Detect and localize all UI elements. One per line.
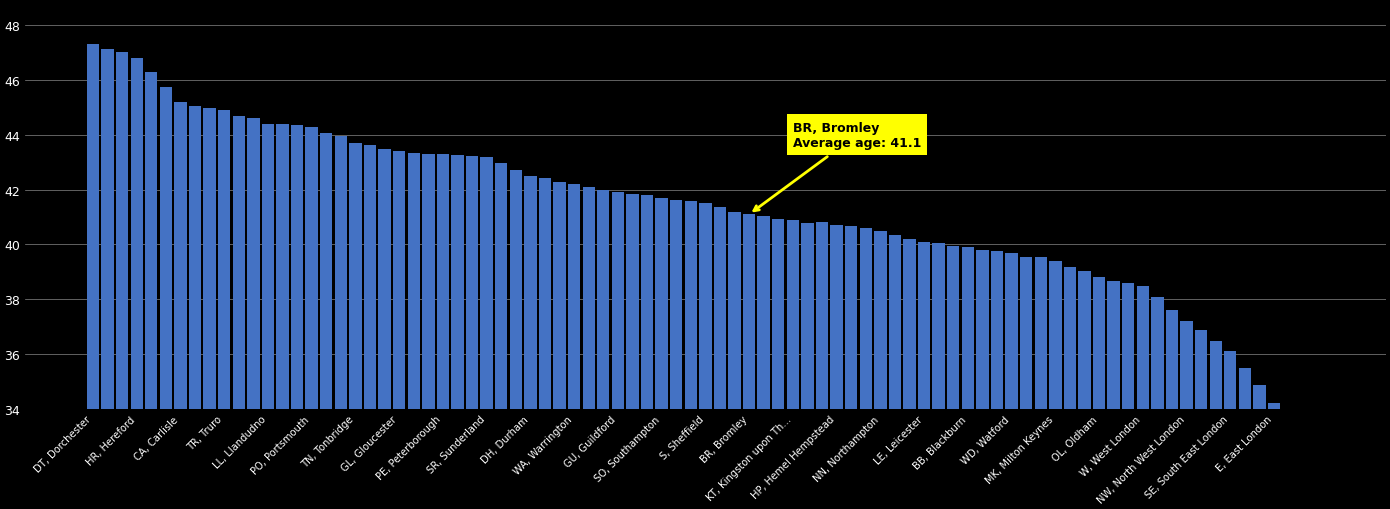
Bar: [947, 246, 959, 409]
Bar: [598, 190, 609, 409]
Bar: [845, 227, 858, 409]
Bar: [1093, 278, 1105, 409]
Bar: [349, 144, 361, 409]
Bar: [787, 220, 799, 409]
Bar: [801, 223, 813, 409]
Bar: [1268, 404, 1280, 409]
Bar: [569, 185, 581, 409]
Bar: [306, 127, 318, 409]
Bar: [742, 215, 755, 409]
Bar: [495, 164, 507, 409]
Bar: [160, 88, 172, 409]
Bar: [1225, 352, 1237, 409]
Bar: [641, 196, 653, 409]
Bar: [816, 223, 828, 409]
Bar: [962, 248, 974, 409]
Bar: [481, 157, 493, 409]
Bar: [888, 236, 901, 409]
Bar: [670, 201, 682, 409]
Bar: [364, 146, 377, 409]
Bar: [247, 119, 260, 409]
Bar: [1180, 322, 1193, 409]
Bar: [830, 226, 842, 409]
Bar: [1209, 341, 1222, 409]
Text: BR, Bromley
Average age: 41.1: BR, Bromley Average age: 41.1: [753, 122, 922, 211]
Bar: [612, 193, 624, 409]
Bar: [582, 188, 595, 409]
Bar: [174, 103, 186, 409]
Bar: [423, 155, 435, 409]
Bar: [728, 212, 741, 409]
Bar: [1020, 257, 1033, 409]
Bar: [758, 216, 770, 409]
Bar: [115, 53, 128, 409]
Bar: [771, 219, 784, 409]
Bar: [131, 59, 143, 409]
Bar: [218, 111, 231, 409]
Bar: [917, 242, 930, 409]
Bar: [1049, 261, 1062, 409]
Bar: [86, 45, 99, 409]
Bar: [1034, 258, 1047, 409]
Bar: [1122, 283, 1134, 409]
Bar: [1151, 298, 1163, 409]
Bar: [656, 199, 667, 409]
Bar: [393, 152, 406, 409]
Bar: [1238, 368, 1251, 409]
Bar: [976, 250, 988, 409]
Bar: [539, 179, 552, 409]
Bar: [320, 134, 332, 409]
Bar: [524, 177, 537, 409]
Bar: [933, 243, 945, 409]
Bar: [466, 156, 478, 409]
Bar: [713, 207, 726, 409]
Bar: [277, 125, 289, 409]
Bar: [1254, 385, 1266, 409]
Bar: [699, 204, 712, 409]
Bar: [859, 229, 872, 409]
Bar: [1195, 330, 1208, 409]
Bar: [627, 195, 638, 409]
Bar: [1108, 281, 1120, 409]
Bar: [1005, 253, 1017, 409]
Bar: [378, 150, 391, 409]
Bar: [335, 137, 348, 409]
Bar: [189, 106, 202, 409]
Bar: [452, 156, 464, 409]
Bar: [291, 126, 303, 409]
Bar: [991, 251, 1004, 409]
Bar: [261, 125, 274, 409]
Bar: [685, 202, 696, 409]
Bar: [407, 154, 420, 409]
Bar: [232, 117, 245, 409]
Bar: [1079, 272, 1091, 409]
Bar: [904, 240, 916, 409]
Bar: [145, 73, 157, 409]
Bar: [553, 183, 566, 409]
Bar: [1137, 286, 1150, 409]
Bar: [1166, 310, 1179, 409]
Bar: [874, 231, 887, 409]
Bar: [436, 155, 449, 409]
Bar: [203, 109, 215, 409]
Bar: [1063, 268, 1076, 409]
Bar: [510, 171, 523, 409]
Bar: [101, 50, 114, 409]
